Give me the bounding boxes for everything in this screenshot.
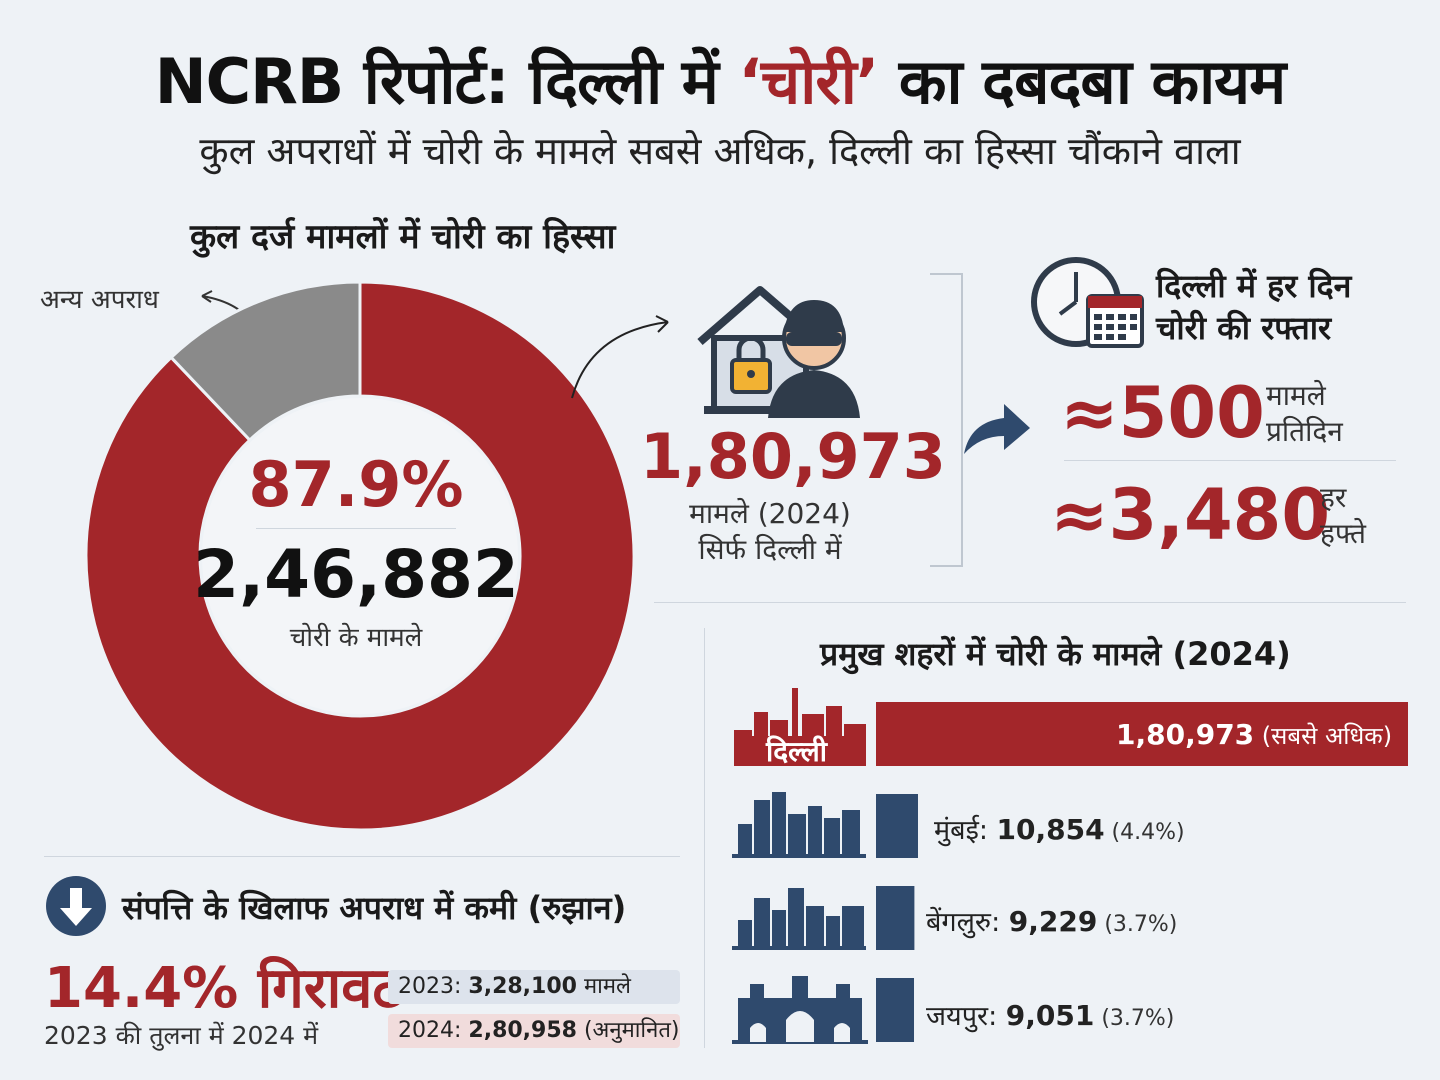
cities-heading: प्रमुख शहरों में चोरी के मामले (2024) bbox=[820, 635, 1291, 673]
donut-slice-theft bbox=[84, 280, 636, 832]
section-divider-left bbox=[44, 856, 680, 857]
per-week-label1: हर bbox=[1320, 481, 1347, 514]
section-divider-right bbox=[654, 602, 1406, 603]
daily-divider bbox=[1064, 460, 1396, 461]
bracket-line bbox=[930, 273, 963, 567]
trend-decline: 14.4% गिरावट bbox=[44, 956, 401, 1021]
delhi-bar-value: 1,80,973 bbox=[1116, 718, 1255, 751]
y2024-suffix: (अनुमानित) bbox=[576, 1018, 680, 1043]
mumbai-skyline-icon bbox=[732, 792, 866, 858]
donut-hole bbox=[202, 398, 518, 714]
y2024-label: 2024: bbox=[398, 1018, 469, 1043]
donut-percent: 87.9% bbox=[248, 448, 464, 521]
delhi-skyline-icon bbox=[734, 688, 866, 766]
donut-chart bbox=[84, 280, 636, 832]
donut-heading: कुल दर्ज मामलों में चोरी का हिस्सा bbox=[190, 217, 616, 257]
jaipur-pct: (3.7%) bbox=[1094, 1006, 1175, 1031]
per-day-label1: मामले bbox=[1266, 379, 1326, 412]
other-crimes-label: अन्य अपराध bbox=[40, 285, 159, 315]
clock-calendar-icon bbox=[1031, 257, 1144, 348]
page-subtitle: कुल अपराधों में चोरी के मामले सबसे अधिक,… bbox=[199, 129, 1241, 173]
delhi-total-line1: मामले (2024) bbox=[689, 497, 851, 530]
donut-count: 2,46,882 bbox=[193, 536, 519, 613]
mumbai-bar-label: मुंबई: 10,854 (4.4%) bbox=[934, 810, 1185, 847]
y2023-value: 3,28,100 bbox=[468, 974, 577, 999]
per-week-label2: हफ्ते bbox=[1320, 517, 1366, 550]
bengaluru-pct: (3.7%) bbox=[1097, 912, 1178, 937]
bengaluru-name: बेंगलुरु: bbox=[926, 907, 1009, 938]
delhi-bar-name: दिल्ली bbox=[766, 735, 827, 768]
delhi-bar-label: 1,80,973 (सबसे अधिक) bbox=[1116, 718, 1392, 752]
city-bar-1 bbox=[876, 794, 918, 858]
daily-heading-line1: दिल्ली में हर दिन bbox=[1156, 267, 1352, 305]
donut-slice-other bbox=[169, 280, 362, 443]
curved-arrow-icon bbox=[571, 315, 669, 399]
section-divider-vertical bbox=[704, 628, 705, 1048]
bengaluru-bar-label: बेंगलुरु: 9,229 (3.7%) bbox=[926, 902, 1177, 939]
per-day-value: ≈500 bbox=[1060, 372, 1265, 454]
year-2023-box: 2023: 3,28,100 मामले bbox=[388, 970, 680, 1004]
delhi-total-number: 1,80,973 bbox=[640, 420, 946, 493]
title-highlight: ‘चोरी’ bbox=[738, 45, 879, 118]
bengaluru-skyline-icon bbox=[732, 888, 866, 950]
title-prefix: NCRB रिपोर्ट: दिल्ली में bbox=[154, 45, 739, 118]
daily-heading-line2: चोरी की रफ्तार bbox=[1156, 309, 1332, 347]
y2023-suffix: मामले bbox=[576, 974, 631, 999]
right-arrow-icon bbox=[964, 404, 1030, 454]
city-bar-2 bbox=[876, 886, 915, 950]
mumbai-name: मुंबई: bbox=[934, 815, 997, 846]
city-bar-3 bbox=[876, 978, 915, 1042]
down-arrow-icon bbox=[46, 876, 106, 936]
year-2024-box: 2024: 2,80,958 (अनुमानित) bbox=[388, 1014, 680, 1048]
jaipur-value: 9,051 bbox=[1005, 999, 1095, 1032]
mumbai-value: 10,854 bbox=[996, 813, 1105, 846]
delhi-bar-note: (सबसे अधिक) bbox=[1254, 722, 1393, 750]
mumbai-pct: (4.4%) bbox=[1104, 820, 1185, 845]
per-week-value: ≈3,480 bbox=[1050, 474, 1331, 556]
city-bar-0 bbox=[876, 702, 1408, 766]
title-suffix: का दबदबा कायम bbox=[878, 45, 1286, 118]
bengaluru-value: 9,229 bbox=[1008, 905, 1098, 938]
page-title: NCRB रिपोर्ट: दिल्ली में ‘चोरी’ का दबदबा… bbox=[0, 38, 1440, 122]
donut-center-divider bbox=[256, 528, 456, 529]
trend-heading: संपत्ति के खिलाफ अपराध में कमी (रुझान) bbox=[122, 889, 627, 927]
house-thief-icon bbox=[697, 286, 860, 418]
trend-decline-sub: 2023 की तुलना में 2024 में bbox=[44, 1021, 319, 1050]
per-day-label2: प्रतिदिन bbox=[1266, 415, 1343, 448]
donut-count-label: चोरी के मामले bbox=[289, 623, 423, 653]
jaipur-bar-label: जयपुर: 9,051 (3.7%) bbox=[926, 996, 1174, 1033]
y2024-value: 2,80,958 bbox=[468, 1018, 577, 1043]
y2023-label: 2023: bbox=[398, 974, 469, 999]
delhi-total-line2: सिर्फ दिल्ली में bbox=[698, 533, 842, 566]
cities-bar-chart bbox=[732, 688, 1408, 1044]
jaipur-name: जयपुर: bbox=[926, 1001, 1006, 1032]
